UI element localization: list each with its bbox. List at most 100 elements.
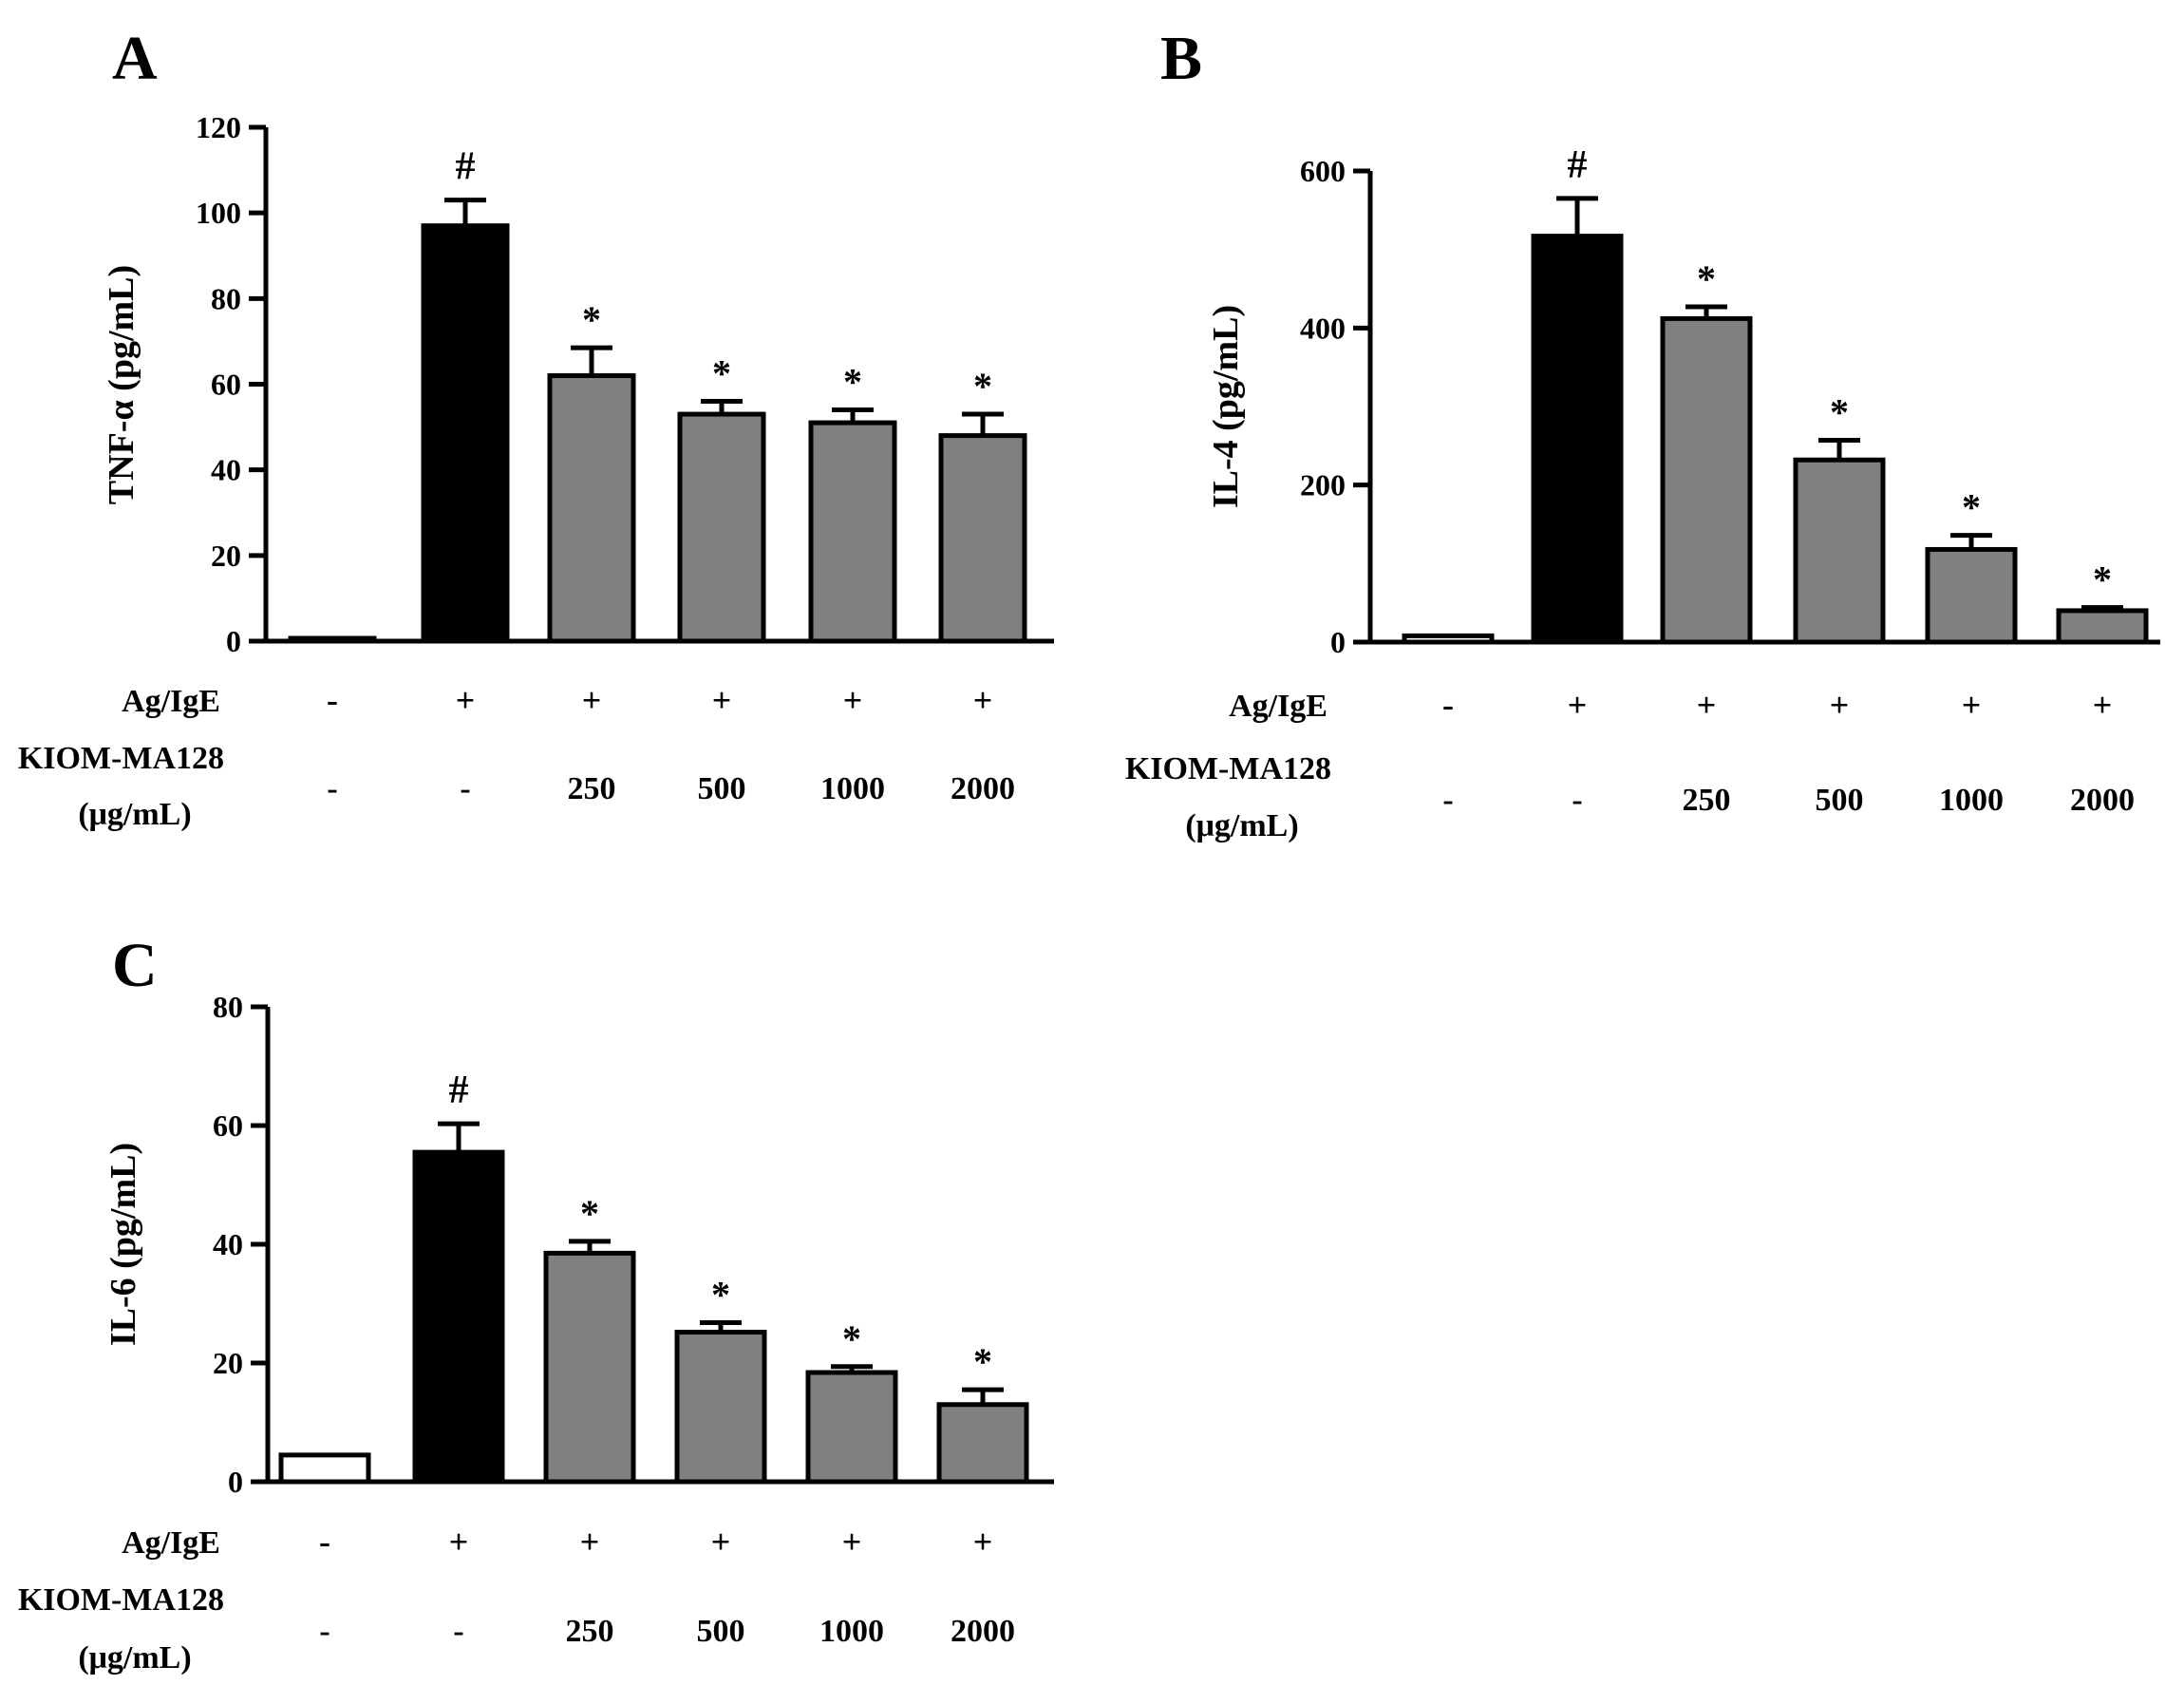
dose-value-c: 1000 (819, 1614, 884, 1649)
y-tick-label-a: 0 (226, 624, 241, 658)
significance-star-b: * (2093, 559, 2112, 601)
y-axis-title-a: TNF-α (pg/mL) (102, 265, 141, 504)
row-label-kiom-a: KIOM-MA128 (18, 741, 224, 776)
bar-c (674, 1330, 767, 1485)
row-label-unit-c: (μg/mL) (78, 1640, 191, 1676)
y-tick-label-a: 20 (211, 539, 241, 573)
agige-value-c: + (711, 1523, 731, 1561)
y-tick-label-b: 0 (1330, 625, 1346, 659)
significance-star-a: * (712, 352, 731, 395)
agige-value-b: + (1830, 686, 1850, 724)
bar-c (936, 1402, 1029, 1485)
dose-value-c: 500 (697, 1614, 745, 1649)
significance-star-a: * (843, 361, 862, 404)
significance-hash-a: # (456, 145, 476, 189)
agige-value-b: - (1442, 686, 1454, 724)
panel-label-c: C (112, 931, 158, 1000)
y-tick-label-c: 60 (213, 1108, 243, 1143)
agige-value-c: + (580, 1523, 600, 1561)
significance-star-c: * (580, 1192, 599, 1235)
agige-value-a: + (973, 681, 993, 719)
bar-b (1660, 315, 1753, 645)
y-tick-label-b: 600 (1300, 154, 1346, 188)
panel-label-b: B (1160, 24, 1202, 93)
dose-value-b: 1000 (1939, 783, 2004, 818)
agige-value-b: + (1568, 686, 1588, 724)
bar-a (677, 411, 766, 644)
agige-value-a: + (582, 681, 602, 719)
significance-star-b: * (1962, 486, 1981, 529)
y-tick-label-c: 80 (213, 990, 243, 1024)
agige-value-c: - (319, 1523, 330, 1561)
y-axis-title-c: IL-6 (pg/mL) (104, 1143, 143, 1346)
agige-value-b: + (1697, 686, 1717, 724)
dose-value-a: 500 (698, 771, 746, 806)
y-tick-label-b: 200 (1300, 468, 1346, 502)
y-tick-label-a: 120 (196, 110, 241, 144)
bar-c (412, 1149, 505, 1485)
row-label-unit-a: (μg/mL) (78, 797, 191, 832)
significance-hash-b: # (1568, 143, 1588, 187)
agige-value-c: + (449, 1523, 469, 1561)
bar-b (2056, 608, 2149, 645)
bar-b (1531, 234, 1624, 645)
dose-value-b: 250 (1683, 783, 1731, 818)
y-tick-label-a: 100 (196, 196, 241, 230)
dose-value-c: 2000 (951, 1614, 1015, 1649)
agige-value-a: - (327, 681, 338, 719)
panel-a: A 0 20 40 60 80 100 120 TNF-α (pg/mL) # * * * * Ag/IgE… (18, 24, 1054, 832)
panel-c: C 0 20 40 60 80 IL-6 (pg/mL) # * * * * Ag/IgE - + + + + + K… (18, 931, 1054, 1676)
agige-value-c: + (842, 1523, 862, 1561)
y-tick-label-a: 40 (211, 453, 241, 487)
significance-star-c: * (711, 1274, 730, 1316)
row-label-unit-b: (μg/mL) (1185, 808, 1298, 843)
dose-value-b: - (1572, 783, 1582, 818)
y-tick-label-a: 80 (211, 281, 241, 315)
significance-star-c: * (842, 1317, 861, 1360)
y-tick-label-a: 60 (211, 368, 241, 402)
agige-value-b: + (2093, 686, 2113, 724)
significance-star-b: * (1697, 257, 1716, 300)
row-label-agige-a: Ag/IgE (122, 684, 220, 719)
dose-value-b: 2000 (2070, 783, 2135, 818)
dose-value-a: - (327, 771, 337, 806)
bar-a (938, 433, 1027, 644)
bar-a (808, 420, 897, 644)
dose-value-a: - (460, 771, 470, 806)
bar-c (805, 1370, 898, 1485)
dose-value-a: 2000 (951, 771, 1015, 806)
bar-c (278, 1452, 371, 1485)
bar-b (1793, 457, 1886, 645)
y-tick-label-b: 400 (1300, 311, 1346, 345)
agige-value-a: + (456, 681, 476, 719)
dose-value-b: - (1442, 783, 1453, 818)
bar-b (1402, 633, 1495, 645)
dose-value-c: 250 (566, 1614, 614, 1649)
agige-value-a: + (712, 681, 732, 719)
dose-value-a: 250 (568, 771, 616, 806)
significance-star-b: * (1830, 391, 1849, 434)
panel-b: B 0 200 400 600 IL-4 (pg/mL) # * * * * Ag/IgE - + + + + +… (1125, 24, 2160, 843)
agige-value-c: + (973, 1523, 993, 1561)
bar-b (1925, 546, 2018, 645)
bar-a (547, 372, 636, 644)
significance-star-c: * (973, 1340, 992, 1383)
bar-a (288, 635, 377, 644)
dose-value-c: - (453, 1614, 463, 1649)
row-label-agige-c: Ag/IgE (122, 1525, 220, 1561)
row-label-kiom-c: KIOM-MA128 (18, 1582, 224, 1618)
significance-star-a: * (582, 298, 601, 341)
y-axis-title-b: IL-4 (pg/mL) (1206, 305, 1246, 508)
agige-value-a: + (843, 681, 863, 719)
significance-star-a: * (973, 365, 992, 407)
bar-c (543, 1250, 636, 1485)
significance-hash-c: # (449, 1069, 469, 1112)
y-tick-label-c: 40 (213, 1227, 243, 1261)
dose-value-b: 500 (1816, 783, 1864, 818)
y-tick-label-c: 0 (228, 1465, 243, 1499)
agige-value-b: + (1962, 686, 1982, 724)
dose-value-a: 1000 (820, 771, 885, 806)
dose-value-c: - (319, 1614, 329, 1649)
row-label-kiom-b: KIOM-MA128 (1125, 751, 1331, 786)
